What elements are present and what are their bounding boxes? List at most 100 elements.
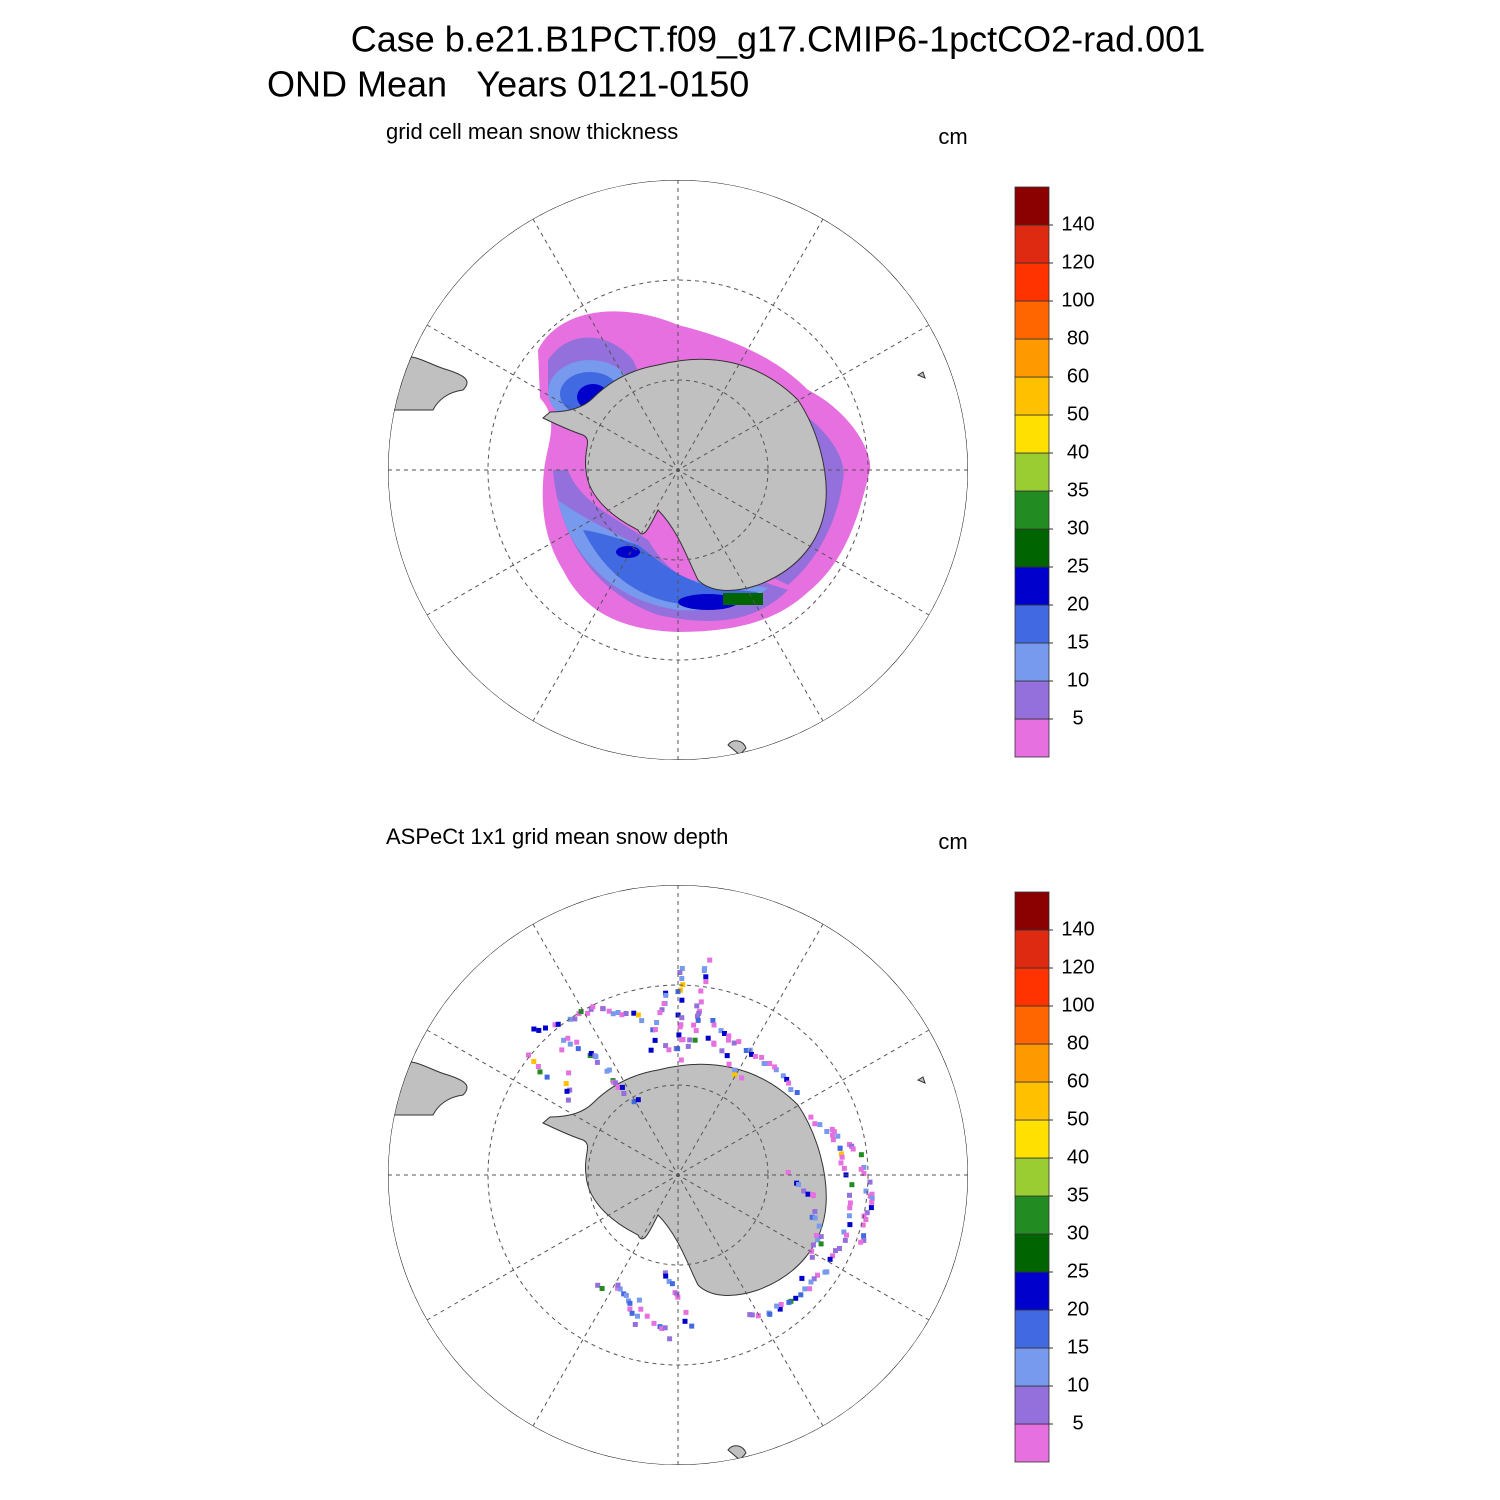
observation-cell [698,999,704,1005]
observation-cell [817,1122,823,1128]
observation-cell [812,1215,818,1221]
observation-cell [785,1169,791,1175]
colorbar-label: 80 [1067,327,1089,349]
observation-cell [632,1322,638,1327]
observation-cell [812,1209,818,1214]
observation-cell [722,1031,727,1036]
observation-cell [663,1043,669,1049]
observation-cell [638,1306,644,1312]
observation-cell [619,1012,625,1018]
observation-cell [594,1059,600,1065]
observation-cell [588,1006,594,1012]
observation-cell [863,1188,869,1194]
observation-cell [595,1282,601,1288]
observation-cell [631,1010,637,1016]
observation-cell [575,1046,581,1052]
colorbar-box [1014,967,1050,1007]
observation-cell [561,1037,567,1043]
colorbar-label: 120 [1061,251,1094,273]
observation-cell [830,1253,836,1259]
colorbar-box [1014,929,1050,969]
colorbar-label: 30 [1067,1222,1089,1244]
observation-cell [544,1074,550,1080]
units-label: cm [938,124,967,149]
observation-cell [861,1165,867,1170]
panel: grid cell mean snow thickness cm 5 10 15 20… [386,119,1095,760]
colorbar-label: 60 [1067,1070,1089,1092]
observation-cell [680,1037,686,1042]
observation-cell [627,1300,633,1306]
observation-cell [780,1073,786,1079]
observation-cell [711,1040,717,1046]
colorbar-box [1014,1385,1050,1425]
observation-cell [590,1004,596,1010]
observation-cell [636,1297,642,1303]
observation-cell [663,1273,669,1279]
observation-cell [837,1145,843,1151]
observation-cell [567,1041,573,1047]
colorbar-box [1014,1309,1050,1349]
colorbar-label: 60 [1067,365,1089,387]
colorbar-label: 140 [1061,918,1094,940]
observation-cell [718,1028,724,1034]
observation-cell [838,1151,844,1157]
observation-cell [869,1195,875,1201]
colorbar: 5 10 15 20 25 30 35 40 50 60 80 100 120 140 [1014,891,1095,1463]
observation-cell [678,1057,684,1063]
observation-cell [858,1166,864,1172]
observation-cell [710,1018,716,1023]
observation-cell [623,1011,629,1016]
observation-cell [724,1053,730,1059]
observation-cell [732,1072,738,1078]
observation-cell [651,1320,657,1326]
observation-cell [661,1001,667,1006]
colorbar-box [1014,376,1050,416]
observation-cell [623,1292,629,1298]
colorbar-label: 140 [1061,213,1094,235]
observation-cell [850,1146,856,1152]
observation-cell [726,1061,732,1067]
colorbar-box [1014,186,1050,226]
observation-cell [786,1080,792,1086]
colorbar-label: 100 [1061,289,1094,311]
observation-cell [818,1234,824,1240]
observation-cell [635,1313,640,1319]
observation-cell [833,1248,838,1254]
observation-cell [773,1067,779,1073]
observation-cell [701,968,707,973]
colorbar-label: 20 [1067,1298,1089,1320]
observation-cell [726,1033,732,1039]
observation-cell [816,1223,822,1229]
colorbar-box [1014,300,1050,340]
colorbar-label: 50 [1067,1108,1089,1130]
observation-cell [667,1336,673,1342]
observation-cell [793,1295,799,1301]
colorbar-box [1014,1157,1050,1197]
observation-cell [652,1027,658,1032]
colorbar-label: 10 [1067,1374,1089,1396]
observation-cell [835,1133,841,1139]
observation-cell [849,1182,855,1188]
observation-cell [719,1048,725,1054]
colorbar-label: 5 [1072,1412,1083,1434]
observation-cell [778,1302,784,1307]
observations [526,957,875,1342]
observation-cell [585,1010,591,1016]
observation-cell [662,1325,668,1331]
observation-cell [674,1291,680,1297]
observation-cell [588,1051,594,1056]
observation-cell [818,1241,824,1247]
observation-cell [555,1021,561,1027]
observation-cell [784,1076,790,1082]
observation-cell [615,1285,621,1291]
observation-cell [572,1016,578,1022]
observation-cell [679,1015,685,1021]
observation-cell [526,1052,531,1058]
map [388,180,968,760]
observation-cell [650,1027,656,1033]
observation-cell [564,1088,570,1094]
colorbar-label: 100 [1061,994,1094,1016]
observation-cell [613,1080,619,1086]
colorbar-label: 40 [1067,1146,1089,1168]
observation-cell [682,1318,688,1324]
